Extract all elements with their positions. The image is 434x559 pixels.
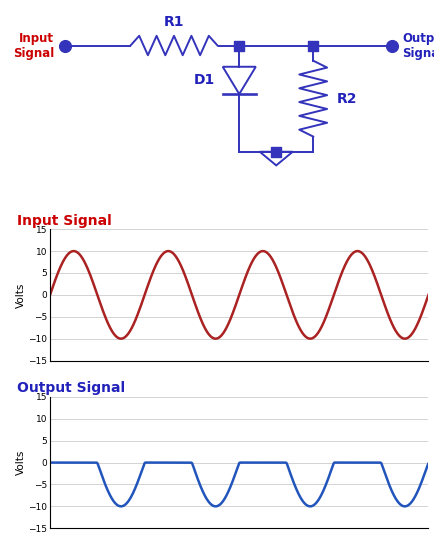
- Point: [272, 147, 279, 156]
- Text: Output Signal: Output Signal: [17, 381, 125, 395]
- Text: D1: D1: [194, 73, 215, 87]
- Point: [387, 41, 394, 50]
- Y-axis label: Volts: Volts: [16, 450, 26, 475]
- Text: R2: R2: [336, 92, 357, 106]
- Text: Input
Signal: Input Signal: [13, 31, 54, 59]
- Y-axis label: Volts: Volts: [16, 282, 26, 307]
- Point: [235, 41, 242, 50]
- Text: Input Signal: Input Signal: [17, 214, 112, 228]
- Text: R1: R1: [163, 15, 184, 29]
- Point: [62, 41, 69, 50]
- Text: Output
Signal: Output Signal: [401, 31, 434, 59]
- Point: [309, 41, 316, 50]
